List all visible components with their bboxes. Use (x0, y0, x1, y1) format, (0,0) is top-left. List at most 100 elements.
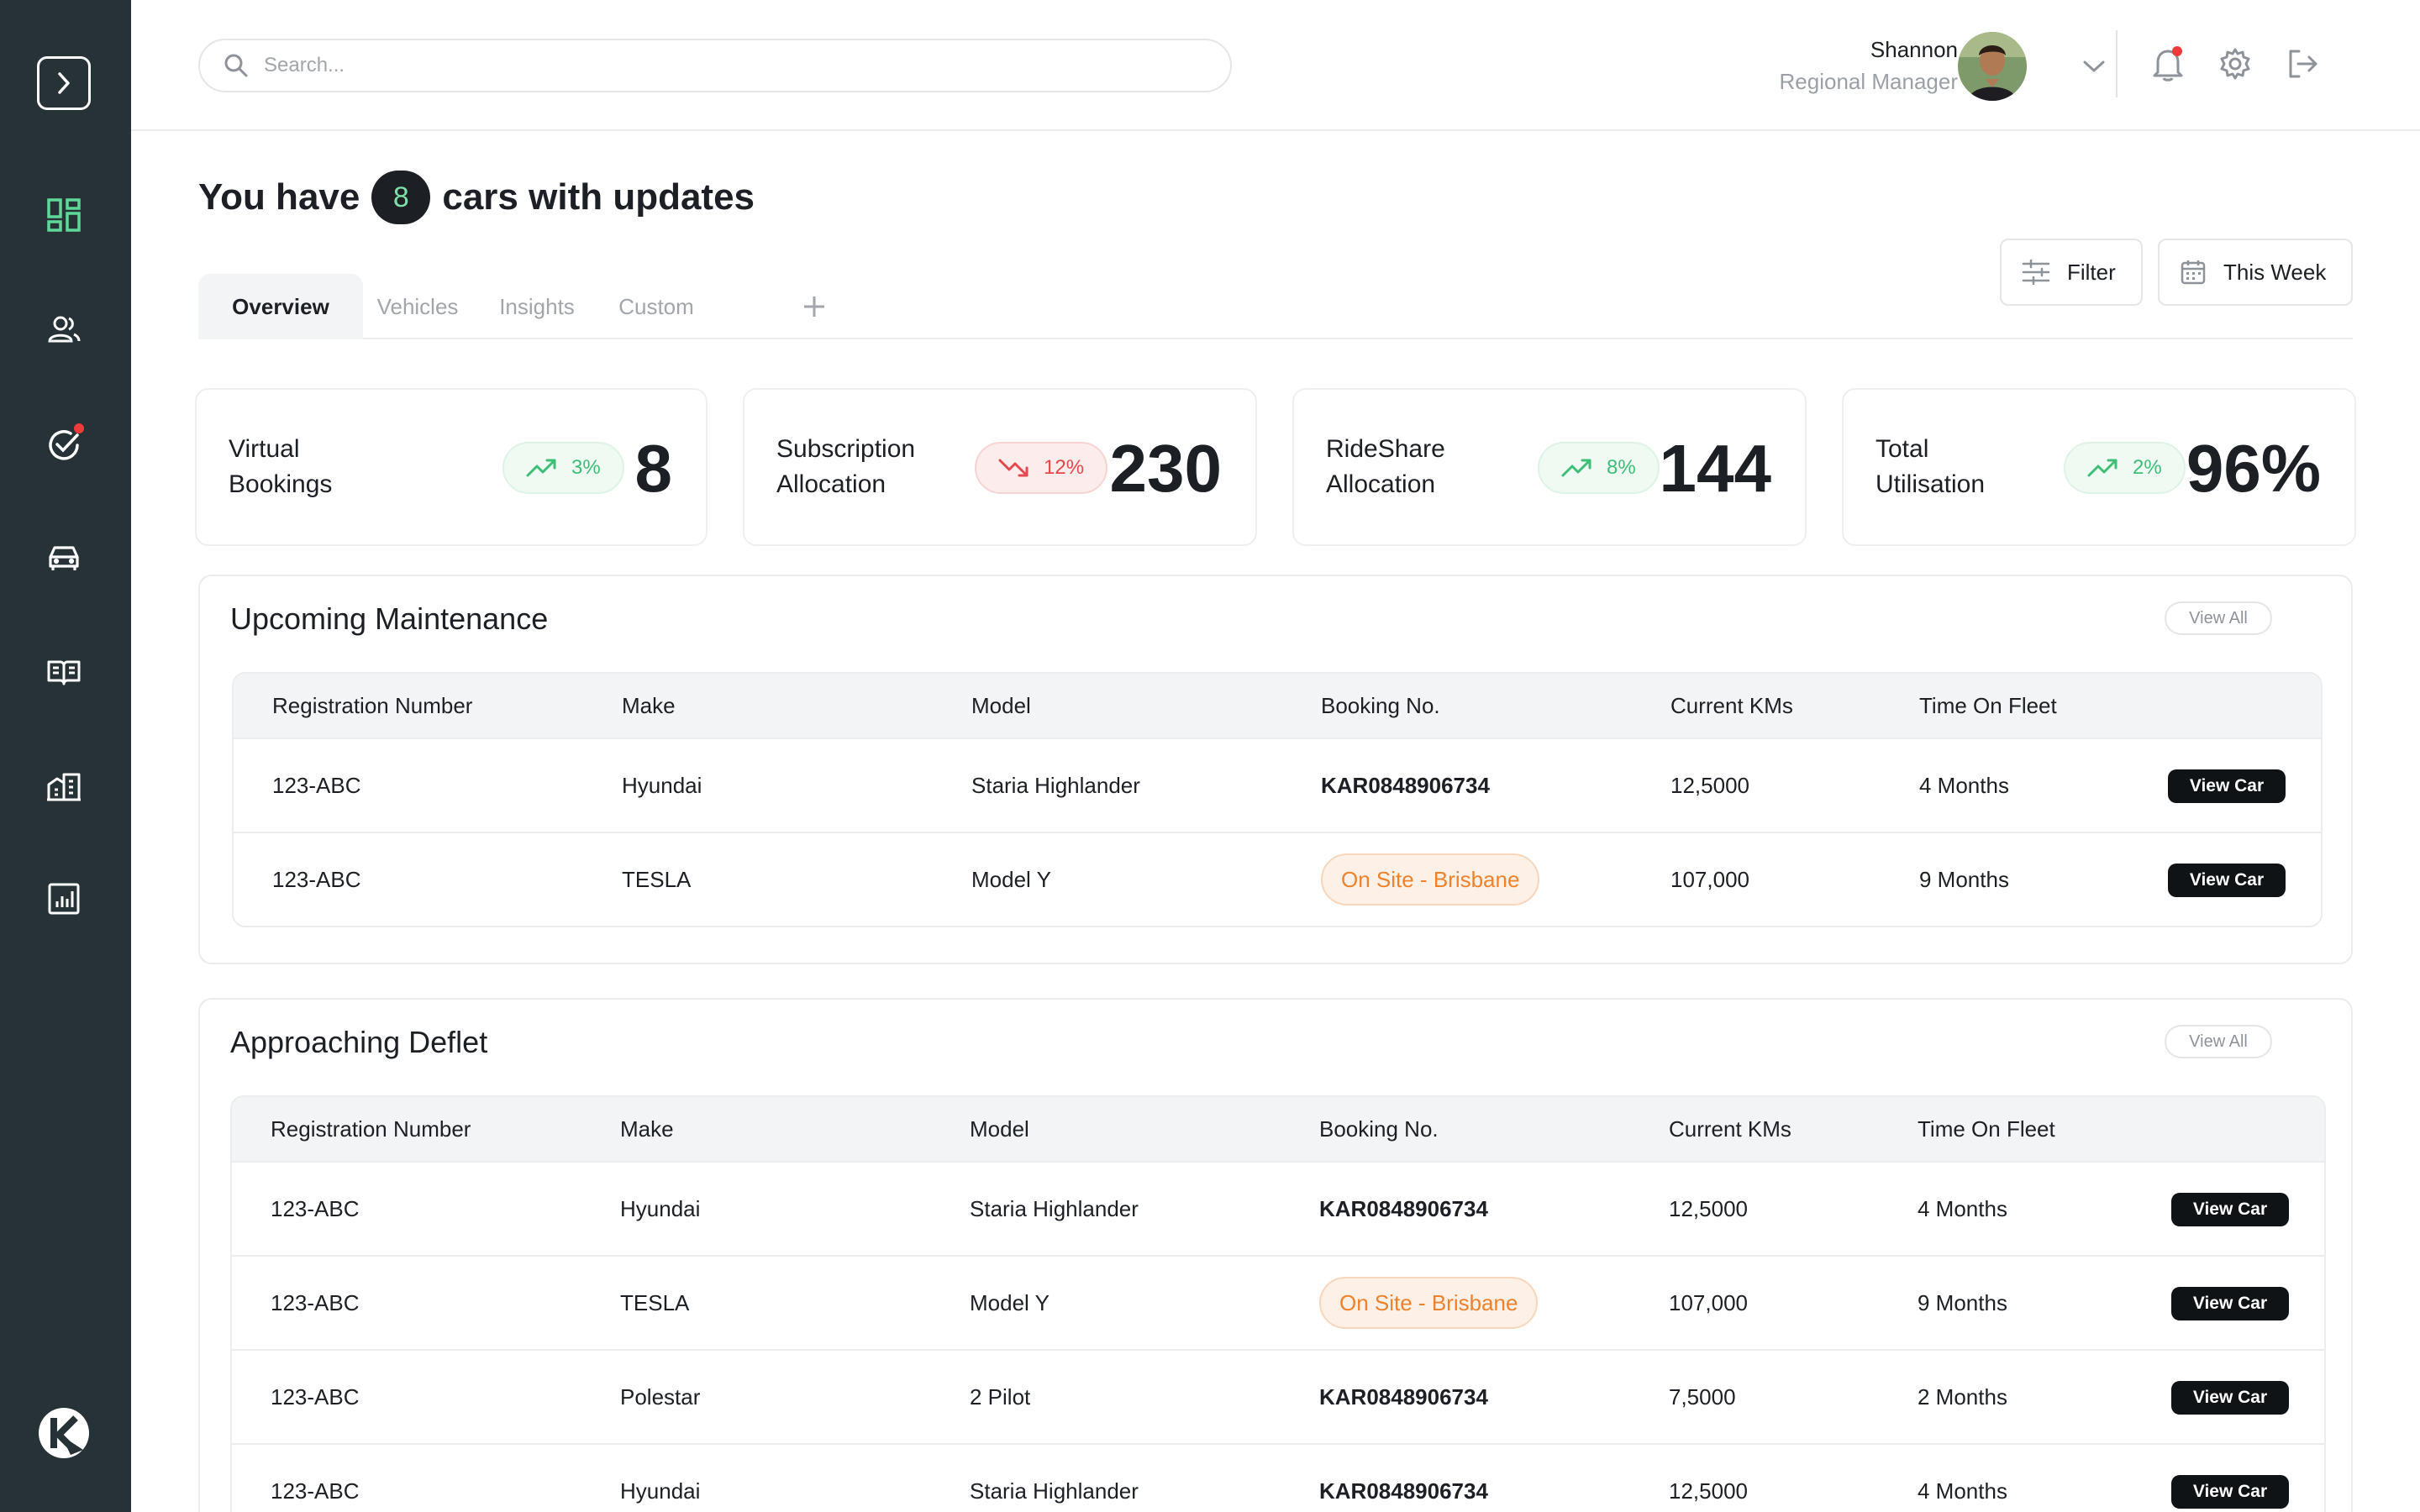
settings-button[interactable] (2217, 45, 2254, 82)
expand-sidebar-button[interactable] (37, 56, 91, 110)
user-menu-toggle[interactable] (2075, 48, 2112, 85)
logout-icon (2289, 50, 2317, 78)
view-car-button[interactable]: View Car (2171, 1475, 2289, 1509)
dashboard-icon (47, 198, 81, 232)
sidebar-item-buildings[interactable] (39, 761, 89, 811)
cell-booking: On Site - Brisbane (1321, 833, 1540, 926)
trend-down-icon (998, 459, 1028, 477)
view-car-button[interactable]: View Car (2168, 769, 2286, 803)
view-all-button[interactable]: View All (2165, 1025, 2272, 1058)
notifications-button[interactable] (2149, 45, 2186, 82)
sidebar-item-docs[interactable] (39, 647, 89, 697)
buildings-icon (47, 773, 81, 801)
stat-value: 96% (2186, 431, 2321, 506)
avatar[interactable] (1958, 32, 2027, 101)
page-title: You have 8 cars with updates (198, 168, 755, 227)
cell-time-on-fleet: 4 Months (1918, 1195, 2007, 1221)
logout-button[interactable] (2284, 45, 2321, 82)
tab-insights[interactable]: Insights (499, 293, 575, 319)
stat-change-badge: 2% (2064, 442, 2186, 494)
cell-kms: 7,5000 (1669, 1383, 1736, 1410)
user-photo (1958, 32, 2027, 101)
sidebar-item-vehicles[interactable] (39, 533, 89, 583)
stat-card-virtual-bookings: Virtual Bookings 3% 8 (195, 388, 708, 546)
view-car-button[interactable]: View Car (2168, 864, 2286, 897)
stat-label: Total Utilisation (1876, 435, 1986, 498)
view-car-button[interactable]: View Car (2171, 1287, 2289, 1320)
column-header: Make (622, 692, 676, 718)
stat-value: 144 (1659, 431, 1771, 506)
table-header: Registration Number Make Model Booking N… (234, 674, 2321, 738)
upcoming-maintenance-panel: Upcoming Maintenance View All Registrati… (198, 575, 2353, 964)
chevron-right-icon (58, 72, 70, 94)
stat-label: RideShare Allocation (1326, 435, 1445, 498)
tab-bar: Overview Vehicles Insights Custom (198, 274, 2353, 339)
stat-change-value: 2% (2133, 456, 2162, 479)
brand-logo (37, 1406, 91, 1460)
sidebar-item-dashboard[interactable] (39, 190, 89, 240)
status-badge: On Site - Brisbane (1321, 853, 1540, 906)
column-header: Current KMs (1670, 692, 1793, 718)
filter-button[interactable]: Filter (2000, 239, 2143, 306)
cell-time-on-fleet: 9 Months (1919, 866, 2009, 892)
tab-custom[interactable]: Custom (618, 293, 694, 319)
view-all-button[interactable]: View All (2165, 601, 2272, 635)
stat-change-value: 3% (571, 456, 601, 479)
view-car-button[interactable]: View Car (2171, 1193, 2289, 1226)
k-logo-icon (39, 1408, 89, 1458)
view-car-button[interactable]: View Car (2171, 1381, 2289, 1415)
table-row: 123-ABC Hyundai Staria Highlander KAR084… (234, 738, 2321, 832)
top-header: Shannon Regional Manager (131, 0, 2420, 131)
cell-registration: 123-ABC (271, 1195, 360, 1221)
stat-card-subscription-allocation: Subscription Allocation 12% 230 (743, 388, 1257, 546)
header-divider (2116, 30, 2118, 97)
reports-icon (48, 883, 80, 915)
stat-label: Virtual Bookings (229, 435, 333, 498)
table-row: 123-ABC Polestar 2 Pilot KAR0848906734 7… (232, 1349, 2324, 1443)
column-header: Make (620, 1116, 674, 1142)
stat-change-badge: 12% (975, 442, 1108, 494)
sidebar-item-users[interactable] (39, 304, 89, 354)
cell-kms: 107,000 (1669, 1289, 1748, 1315)
sidebar-item-reports[interactable] (39, 874, 89, 924)
stat-change-value: 8% (1607, 456, 1636, 479)
table-row: 123-ABC TESLA Model Y On Site - Brisbane… (232, 1255, 2324, 1349)
cell-make: Hyundai (620, 1478, 701, 1504)
stat-value: 230 (1109, 431, 1222, 506)
user-role: Regional Manager (1779, 69, 1958, 94)
tab-vehicles[interactable]: Vehicles (376, 293, 459, 319)
cell-registration: 123-ABC (271, 1478, 360, 1504)
panel-title: Upcoming Maintenance (230, 601, 549, 636)
status-badge: On Site - Brisbane (1319, 1277, 1539, 1329)
stat-card-rideshare-allocation: RideShare Allocation 8% 144 (1292, 388, 1807, 546)
add-tab-button[interactable] (800, 274, 829, 339)
cell-make: TESLA (620, 1289, 690, 1315)
car-icon (49, 546, 79, 570)
cell-kms: 12,5000 (1669, 1478, 1748, 1504)
search-icon (224, 54, 248, 77)
plus-icon (804, 297, 824, 317)
search-bar[interactable] (198, 39, 1232, 92)
cell-model: Staria Highlander (970, 1195, 1139, 1221)
cell-time-on-fleet: 2 Months (1918, 1383, 2007, 1410)
cell-booking: KAR0848906734 (1319, 1478, 1488, 1504)
deflet-table: Registration Number Make Model Booking N… (230, 1095, 2326, 1512)
column-header: Model (971, 692, 1031, 718)
users-icon (48, 316, 81, 343)
stat-card-total-utilisation: Total Utilisation 2% 96% (1842, 388, 2356, 546)
sidebar-item-tasks[interactable] (39, 420, 89, 470)
title-suffix: cars with updates (442, 176, 755, 218)
cell-model: Model Y (970, 1289, 1050, 1315)
search-input[interactable] (264, 54, 1188, 77)
tab-overview[interactable]: Overview (198, 274, 363, 339)
updates-count-badge: 8 (371, 171, 431, 224)
cell-booking: KAR0848906734 (1321, 772, 1490, 798)
cell-model: Staria Highlander (971, 772, 1140, 798)
date-range-button[interactable]: This Week (2158, 239, 2353, 306)
approaching-deflet-panel: Approaching Deflet View All Registration… (198, 998, 2353, 1512)
cell-make: Hyundai (620, 1195, 701, 1221)
trend-up-icon (2087, 459, 2118, 477)
cell-booking: On Site - Brisbane (1319, 1257, 1539, 1349)
sliders-icon (2022, 260, 2050, 285)
